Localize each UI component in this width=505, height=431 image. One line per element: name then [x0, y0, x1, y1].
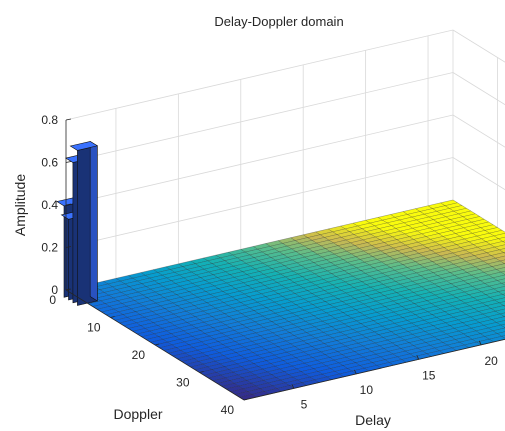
x-tick-label: 10 — [360, 383, 374, 397]
z-axis-label: Amplitude — [12, 174, 28, 236]
grid-line-yz-h-1 — [452, 157, 505, 191]
z-tick-mark — [65, 203, 72, 206]
z-tick-mark — [65, 118, 72, 121]
peak-bar-side-face — [89, 140, 98, 302]
x-tick-mark — [416, 355, 420, 360]
z-tick-label: 0.6 — [41, 156, 58, 170]
tick-labels: 00.20.40.60.801020304051015202530 — [41, 113, 499, 417]
grid-line-yz-h-4 — [452, 29, 505, 63]
x-tick-mark — [291, 384, 295, 389]
y-tick-label: 0 — [49, 293, 56, 307]
y-tick-label: 30 — [176, 376, 190, 390]
chart-title: Delay-Doppler domain — [214, 14, 343, 29]
grid-line-yz-h-3 — [452, 72, 505, 106]
x-tick-mark — [478, 340, 482, 346]
grid-line-xz-h-4 — [65, 29, 454, 121]
y-tick-label: 20 — [132, 348, 146, 362]
grid-line-xz-h-2 — [65, 114, 454, 206]
z-tick-label: 0.8 — [41, 113, 58, 127]
y-tick-label: 40 — [221, 403, 235, 417]
grid-line-xz-h-1 — [65, 157, 454, 248]
axes-lines — [65, 118, 505, 401]
y-tick-mark — [243, 398, 249, 401]
z-tick-mark — [65, 161, 72, 163]
peak-bar — [69, 140, 99, 306]
surface-mesh — [65, 199, 505, 401]
x-tick-label: 5 — [301, 397, 308, 411]
grid-line-xz-h-3 — [65, 72, 454, 163]
y-tick-mark — [65, 288, 71, 291]
y-tick-mark — [110, 316, 115, 318]
peak-bars — [56, 140, 99, 306]
grid-line-yz-h-2 — [452, 114, 505, 148]
x-axis-label: Delay — [355, 412, 391, 428]
z-tick-mark — [65, 246, 72, 248]
z-tick-label: 0 — [51, 283, 58, 297]
x-axis-line — [243, 338, 505, 401]
y-axis-label: Doppler — [113, 406, 162, 422]
y-tick-label: 10 — [87, 321, 101, 335]
x-tick-label: 15 — [422, 368, 436, 382]
x-tick-label: 20 — [485, 354, 499, 368]
y-tick-mark — [154, 343, 160, 346]
y-tick-mark — [199, 371, 204, 373]
z-tick-label: 0.2 — [41, 241, 58, 255]
z-tick-label: 0.4 — [41, 198, 58, 212]
peak-bar-top-face — [69, 141, 99, 151]
x-tick-mark — [353, 369, 357, 375]
